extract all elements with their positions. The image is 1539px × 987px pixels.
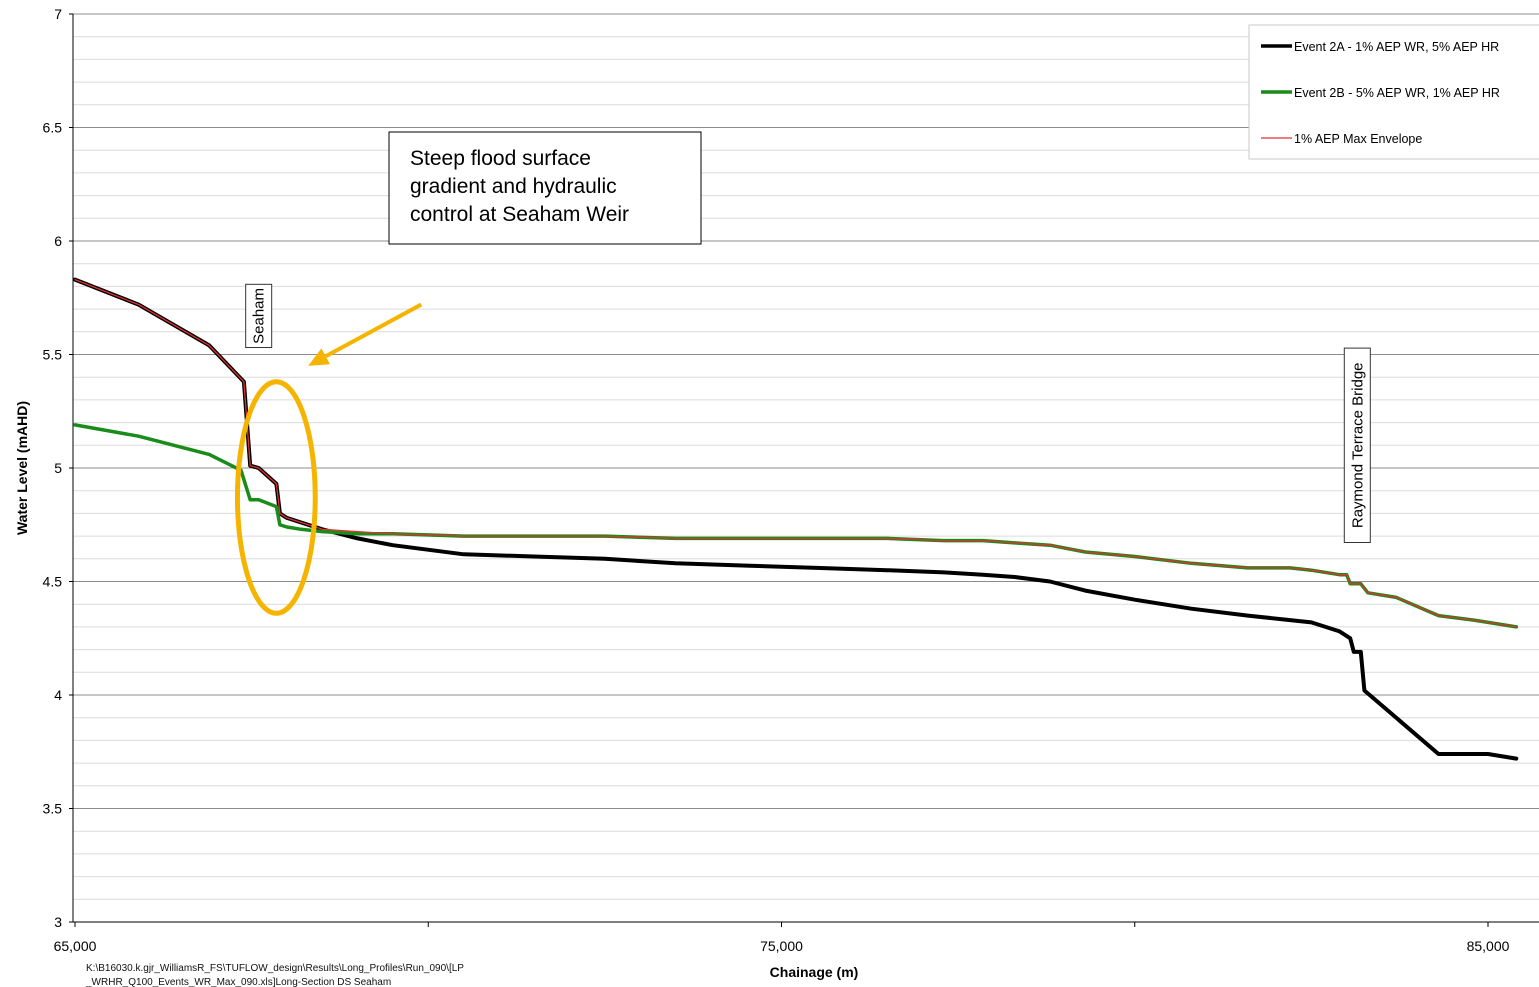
marker-box-seaham xyxy=(245,283,273,349)
series-layer xyxy=(73,277,1519,761)
file-path-line-2: _WRHR_Q100_Events_WR_Max_090.xls]Long-Se… xyxy=(85,977,391,987)
y-tick-label: 3 xyxy=(54,914,62,930)
legend-label-max-envelope: 1% AEP Max Envelope xyxy=(1294,132,1422,146)
y-ticks: 3 3.5 4 4.5 5 5.5 6 6.5 7 xyxy=(43,6,73,930)
legend-label-event-2a: Event 2A - 1% AEP WR, 5% AEP HR xyxy=(1294,40,1499,54)
x-tick-label: 75,000 xyxy=(760,938,803,954)
y-tick-label: 6.5 xyxy=(43,120,63,136)
legend-box xyxy=(1248,24,1539,160)
y-tick-label: 3.5 xyxy=(43,801,63,817)
y-tick-label: 4 xyxy=(54,687,62,703)
x-tick-label: 85,000 xyxy=(1467,938,1510,954)
legend: Event 2A - 1% AEP WR, 5% AEP HR Event 2B… xyxy=(1248,24,1539,160)
marker-label-seaham: Seaham xyxy=(251,288,268,344)
y-axis-title: Water Level (mAHD) xyxy=(14,401,30,535)
highlight-ellipse xyxy=(234,379,318,616)
marker-layer: Seaham Raymond Terrace Bridge xyxy=(245,283,1371,543)
y-tick-label: 4.5 xyxy=(43,574,63,590)
y-tick-label: 6 xyxy=(54,233,62,249)
y-tick-label: 7 xyxy=(54,6,62,22)
callout-line-1: Steep flood surface xyxy=(410,147,591,170)
annotation: Steep flood surface gradient and hydraul… xyxy=(234,131,702,616)
callout-arrowhead xyxy=(308,348,330,366)
minor-grid xyxy=(73,36,1539,900)
series-line-max-envelope xyxy=(74,278,1517,628)
callout-line-2: gradient and hydraulic xyxy=(410,175,617,198)
x-axis-title: Chainage (m) xyxy=(770,964,859,980)
x-ticks: 65,000 75,000 85,000 xyxy=(54,922,1510,954)
y-tick-label: 5 xyxy=(54,460,62,476)
marker-label-raymond-terrace-bridge: Raymond Terrace Bridge xyxy=(1349,362,1366,528)
x-tick-label: 65,000 xyxy=(54,938,97,954)
marker-box-raymond-terrace-bridge xyxy=(1343,347,1371,543)
file-path-line-1: K:\B16030.k.gjr_WilliamsR_FS\TUFLOW_desi… xyxy=(86,963,464,974)
callout-box xyxy=(388,131,702,245)
legend-label-event-2b: Event 2B - 5% AEP WR, 1% AEP HR xyxy=(1294,86,1500,100)
y-tick-label: 5.5 xyxy=(43,347,63,363)
callout-arrow xyxy=(324,302,423,359)
callout-line-3: control at Seaham Weir xyxy=(410,203,629,226)
